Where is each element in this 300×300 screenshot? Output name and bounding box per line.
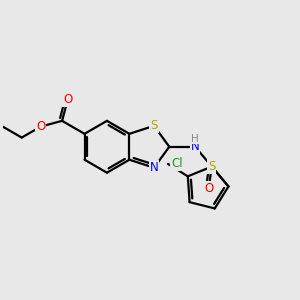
Text: O: O [63,93,72,106]
Text: N: N [150,161,158,174]
Text: S: S [208,160,215,173]
Text: N: N [191,140,200,153]
Text: O: O [204,182,213,195]
Text: H: H [191,134,199,143]
Text: S: S [150,119,158,132]
Text: Cl: Cl [171,158,183,170]
Text: O: O [36,120,45,133]
